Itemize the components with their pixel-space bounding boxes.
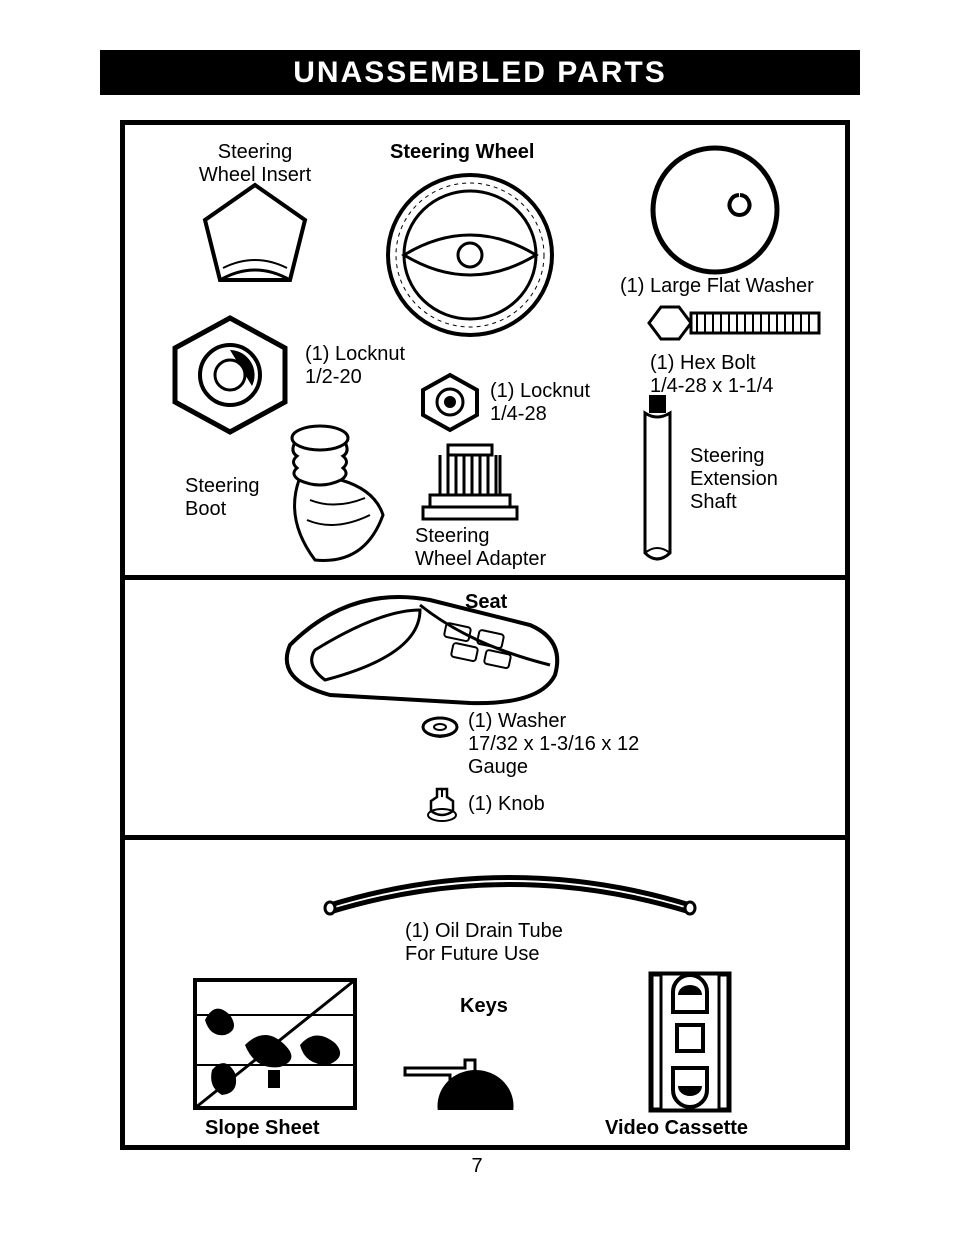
large-flat-washer-icon <box>640 145 790 275</box>
oil-drain-tube-icon <box>320 860 700 920</box>
keys-icon <box>400 1030 560 1110</box>
seat-icon <box>270 585 570 715</box>
parts-frame: SteeringWheel Insert Steering Wheel (1) … <box>120 120 850 1150</box>
header-bar: UNASSEMBLED PARTS <box>100 50 860 95</box>
large-flat-washer-label: (1) Large Flat Washer <box>620 275 814 298</box>
steering-wheel-label: Steering Wheel <box>390 141 534 164</box>
oil-drain-tube-label: (1) Oil Drain TubeFor Future Use <box>405 920 563 966</box>
hex-bolt-label: (1) Hex Bolt1/4-28 x 1-1/4 <box>650 352 773 398</box>
knob-icon <box>423 785 461 825</box>
steering-boot-icon <box>265 420 395 570</box>
page-number: 7 <box>0 1155 954 1178</box>
steering-wheel-insert-icon <box>195 180 315 290</box>
knob-label: (1) Knob <box>468 793 545 816</box>
header-title: UNASSEMBLED PARTS <box>293 56 666 89</box>
slope-sheet-icon <box>190 975 360 1115</box>
divider-1 <box>125 575 845 580</box>
steering-wheel-icon <box>380 165 560 345</box>
divider-2 <box>125 835 845 840</box>
steering-boot-label: SteeringBoot <box>185 475 260 521</box>
keys-label: Keys <box>460 995 508 1018</box>
steering-wheel-adapter-label: SteeringWheel Adapter <box>415 525 546 571</box>
locknut-1-2-20-label: (1) Locknut1/2-20 <box>305 343 405 389</box>
hex-bolt-icon <box>645 301 825 346</box>
washer-label: (1) Washer17/32 x 1-3/16 x 12Gauge <box>468 710 639 779</box>
steering-wheel-adapter-icon <box>415 440 525 525</box>
steering-extension-shaft-icon <box>635 393 680 568</box>
video-cassette-icon <box>645 970 735 1115</box>
video-cassette-label: Video Cassette <box>605 1117 748 1140</box>
page: UNASSEMBLED PARTS SteeringWheel Insert S… <box>0 0 954 1235</box>
locknut-1-4-28-icon <box>415 370 485 435</box>
washer-icon <box>420 715 460 743</box>
locknut-1-4-28-label: (1) Locknut1/4-28 <box>490 380 590 426</box>
steering-extension-shaft-label: SteeringExtensionShaft <box>690 445 778 514</box>
slope-sheet-label: Slope Sheet <box>205 1117 319 1140</box>
